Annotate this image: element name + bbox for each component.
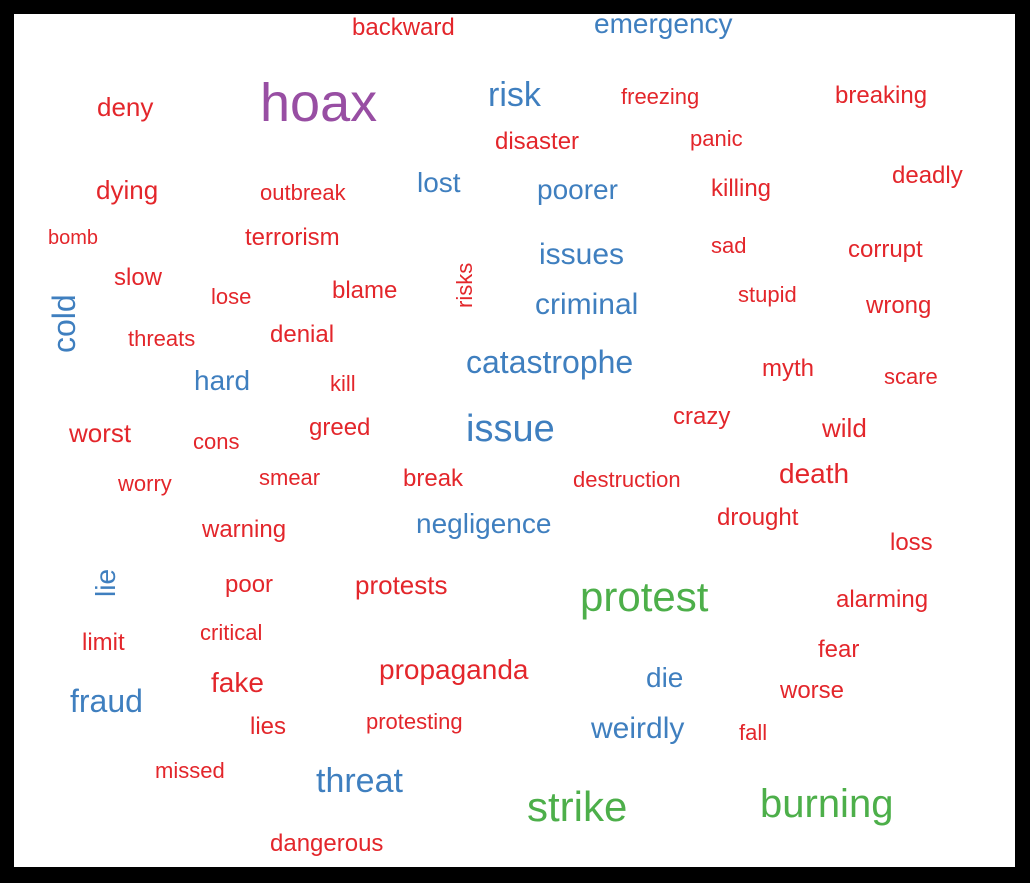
- word-lies: lies: [250, 713, 287, 740]
- word-cold: cold: [46, 294, 82, 353]
- word-break: break: [403, 465, 464, 492]
- word-lose: lose: [211, 284, 252, 309]
- word-fall: fall: [739, 720, 768, 745]
- word-warning: warning: [202, 516, 287, 543]
- word-disaster: disaster: [495, 128, 580, 155]
- word-smear: smear: [259, 465, 321, 490]
- word-stupid: stupid: [738, 282, 797, 307]
- word-poorer: poorer: [537, 174, 618, 205]
- word-denial: denial: [270, 321, 335, 348]
- word-sad: sad: [711, 233, 747, 258]
- word-burning: burning: [760, 782, 894, 826]
- word-worse: worse: [780, 677, 845, 704]
- word-cons: cons: [193, 429, 240, 454]
- word-wild: wild: [822, 413, 867, 443]
- word-die: die: [646, 662, 684, 693]
- word-killing: killing: [711, 175, 772, 202]
- word-loss: loss: [890, 529, 933, 556]
- word-worry: worry: [118, 471, 172, 496]
- word-protest: protest: [580, 573, 709, 620]
- word-poor: poor: [225, 571, 274, 598]
- word-issue: issue: [466, 408, 555, 450]
- word-cloud: backward emergency hoax risk freezing breakin…: [14, 14, 1015, 867]
- word-dying: dying: [96, 175, 159, 205]
- word-backward: backward: [352, 14, 455, 41]
- word-blame: blame: [332, 277, 398, 304]
- word-criminal: criminal: [535, 288, 639, 321]
- word-critical: critical: [200, 620, 263, 645]
- word-weirdly: weirdly: [591, 712, 685, 745]
- word-crazy: crazy: [673, 403, 731, 430]
- word-slow: slow: [114, 264, 163, 291]
- word-catastrophe: catastrophe: [466, 344, 634, 380]
- word-threat: threat: [316, 762, 403, 800]
- word-dangerous: dangerous: [270, 830, 384, 857]
- word-threats: threats: [128, 326, 196, 351]
- word-wrong: wrong: [866, 292, 932, 319]
- word-fraud: fraud: [70, 683, 143, 719]
- word-greed: greed: [309, 414, 371, 441]
- word-lie: lie: [90, 568, 121, 597]
- word-protesting: protesting: [366, 709, 463, 734]
- word-propaganda: propaganda: [379, 654, 529, 685]
- word-emergency: emergency: [594, 14, 733, 39]
- word-breaking: breaking: [835, 82, 928, 109]
- word-scare: scare: [884, 364, 938, 389]
- word-missed: missed: [155, 758, 225, 783]
- word-worst: worst: [69, 418, 132, 448]
- word-fear: fear: [818, 636, 860, 663]
- word-deadly: deadly: [892, 162, 963, 189]
- word-death: death: [779, 458, 850, 489]
- word-issues: issues: [539, 238, 625, 271]
- word-hard: hard: [194, 365, 251, 396]
- word-terrorism: terrorism: [245, 224, 340, 251]
- word-lost: lost: [417, 167, 461, 198]
- word-destruction: destruction: [573, 467, 681, 492]
- word-risks: risks: [452, 262, 477, 308]
- word-fake: fake: [211, 667, 264, 698]
- word-panic: panic: [690, 126, 743, 151]
- word-corrupt: corrupt: [848, 236, 923, 263]
- word-hoax: hoax: [260, 73, 378, 133]
- word-outbreak: outbreak: [260, 180, 346, 205]
- word-myth: myth: [762, 355, 815, 382]
- word-bomb: bomb: [48, 227, 99, 249]
- word-deny: deny: [97, 92, 154, 122]
- word-kill: kill: [330, 371, 356, 396]
- word-negligence: negligence: [416, 508, 552, 539]
- word-limit: limit: [82, 629, 125, 656]
- word-strike: strike: [527, 783, 628, 830]
- word-alarming: alarming: [836, 586, 929, 613]
- word-drought: drought: [717, 504, 799, 531]
- word-freezing: freezing: [621, 84, 700, 109]
- word-protests: protests: [355, 570, 448, 600]
- word-risk: risk: [488, 76, 541, 114]
